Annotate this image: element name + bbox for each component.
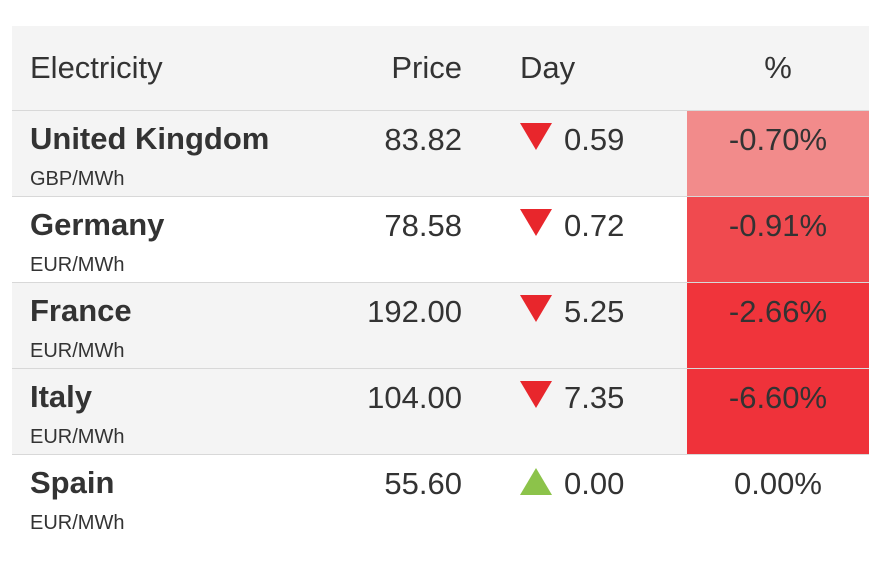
percent-change-value: -0.91% — [728, 208, 828, 243]
unit-label: GBP/MWh — [30, 168, 125, 190]
table-header: Electricity Price Day % — [12, 26, 869, 111]
percent-change-cell: -2.66% — [687, 283, 869, 368]
price-value: 192.00 — [367, 294, 462, 329]
day-change-value: 0.00 — [564, 466, 625, 501]
table-row-italy[interactable]: Italy EUR/MWh 104.00 7.35 -6.60% — [12, 369, 869, 455]
price-value: 83.82 — [384, 122, 462, 157]
electricity-price-table: Electricity Price Day % United Kingdom G… — [12, 26, 869, 540]
price-value: 78.58 — [384, 208, 462, 243]
day-change: 0.72 — [520, 208, 624, 244]
country-name[interactable]: France — [30, 293, 132, 328]
day-change: 0.59 — [520, 122, 624, 158]
unit-label: EUR/MWh — [30, 254, 125, 276]
percent-change-value: -2.66% — [728, 294, 828, 329]
day-change-value: 0.72 — [564, 208, 625, 243]
percent-change-value: -0.70% — [728, 122, 828, 157]
percent-change-value: 0.00% — [734, 466, 822, 501]
percent-change-cell: 0.00% — [687, 455, 869, 540]
percent-change-value: -6.60% — [728, 380, 828, 415]
day-change-value: 0.59 — [564, 122, 625, 157]
unit-label: EUR/MWh — [30, 512, 125, 534]
header-price[interactable]: Price — [391, 50, 462, 85]
table-row-united-kingdom[interactable]: United Kingdom GBP/MWh 83.82 0.59 -0.70% — [12, 111, 869, 197]
price-value: 104.00 — [367, 380, 462, 415]
down-arrow-icon — [520, 294, 552, 322]
down-arrow-icon — [520, 208, 552, 236]
header-day[interactable]: Day — [520, 50, 576, 85]
price-value: 55.60 — [384, 466, 462, 501]
up-arrow-icon — [520, 467, 552, 495]
header-percent[interactable]: % — [764, 50, 792, 85]
percent-change-cell: -0.70% — [687, 111, 869, 196]
country-name[interactable]: Italy — [30, 379, 93, 414]
day-change: 5.25 — [520, 294, 624, 330]
country-name[interactable]: Germany — [30, 207, 165, 242]
day-change: 7.35 — [520, 380, 624, 416]
country-name[interactable]: Spain — [30, 465, 115, 500]
header-electricity[interactable]: Electricity — [30, 50, 163, 85]
percent-change-cell: -0.91% — [687, 197, 869, 282]
percent-change-cell: -6.60% — [687, 369, 869, 454]
day-change-value: 5.25 — [564, 294, 625, 329]
down-arrow-icon — [520, 122, 552, 150]
day-change: 0.00 — [520, 466, 624, 502]
down-arrow-icon — [520, 380, 552, 408]
unit-label: EUR/MWh — [30, 426, 125, 448]
unit-label: EUR/MWh — [30, 340, 125, 362]
table-row-germany[interactable]: Germany EUR/MWh 78.58 0.72 -0.91% — [12, 197, 869, 283]
table-row-spain[interactable]: Spain EUR/MWh 55.60 0.00 0.00% — [12, 455, 869, 540]
day-change-value: 7.35 — [564, 380, 625, 415]
table-row-france[interactable]: France EUR/MWh 192.00 5.25 -2.66% — [12, 283, 869, 369]
country-name[interactable]: United Kingdom — [30, 121, 270, 156]
